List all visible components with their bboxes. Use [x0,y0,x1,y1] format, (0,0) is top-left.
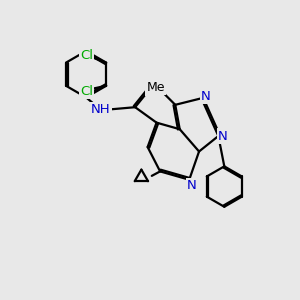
Text: N: N [218,130,228,142]
Text: Cl: Cl [80,49,93,62]
Text: Cl: Cl [80,85,93,98]
Text: O: O [146,82,156,95]
Text: N: N [187,178,196,192]
Text: Me: Me [147,81,166,94]
Text: N: N [201,90,211,103]
Text: NH: NH [91,103,111,116]
